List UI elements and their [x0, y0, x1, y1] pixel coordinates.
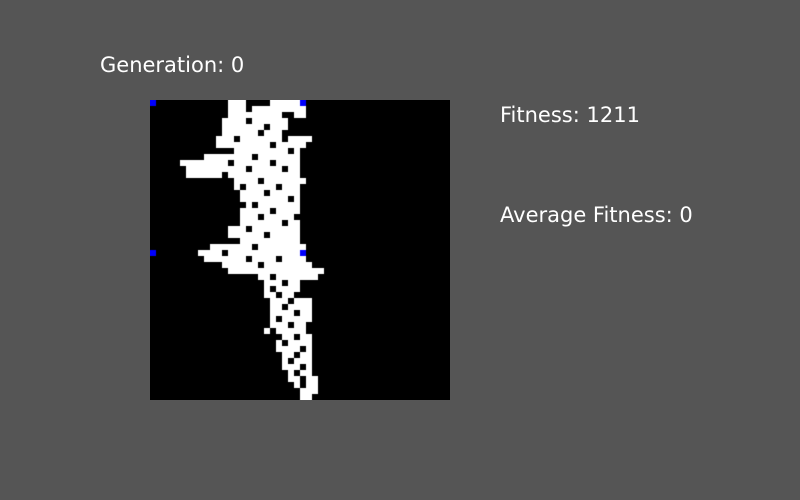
average-fitness-label: Average Fitness: 0	[500, 203, 693, 227]
cell-canvas	[150, 100, 450, 400]
generation-label: Generation: 0	[100, 53, 245, 77]
fitness-label: Fitness: 1211	[500, 103, 640, 127]
simulation-grid	[150, 100, 450, 400]
